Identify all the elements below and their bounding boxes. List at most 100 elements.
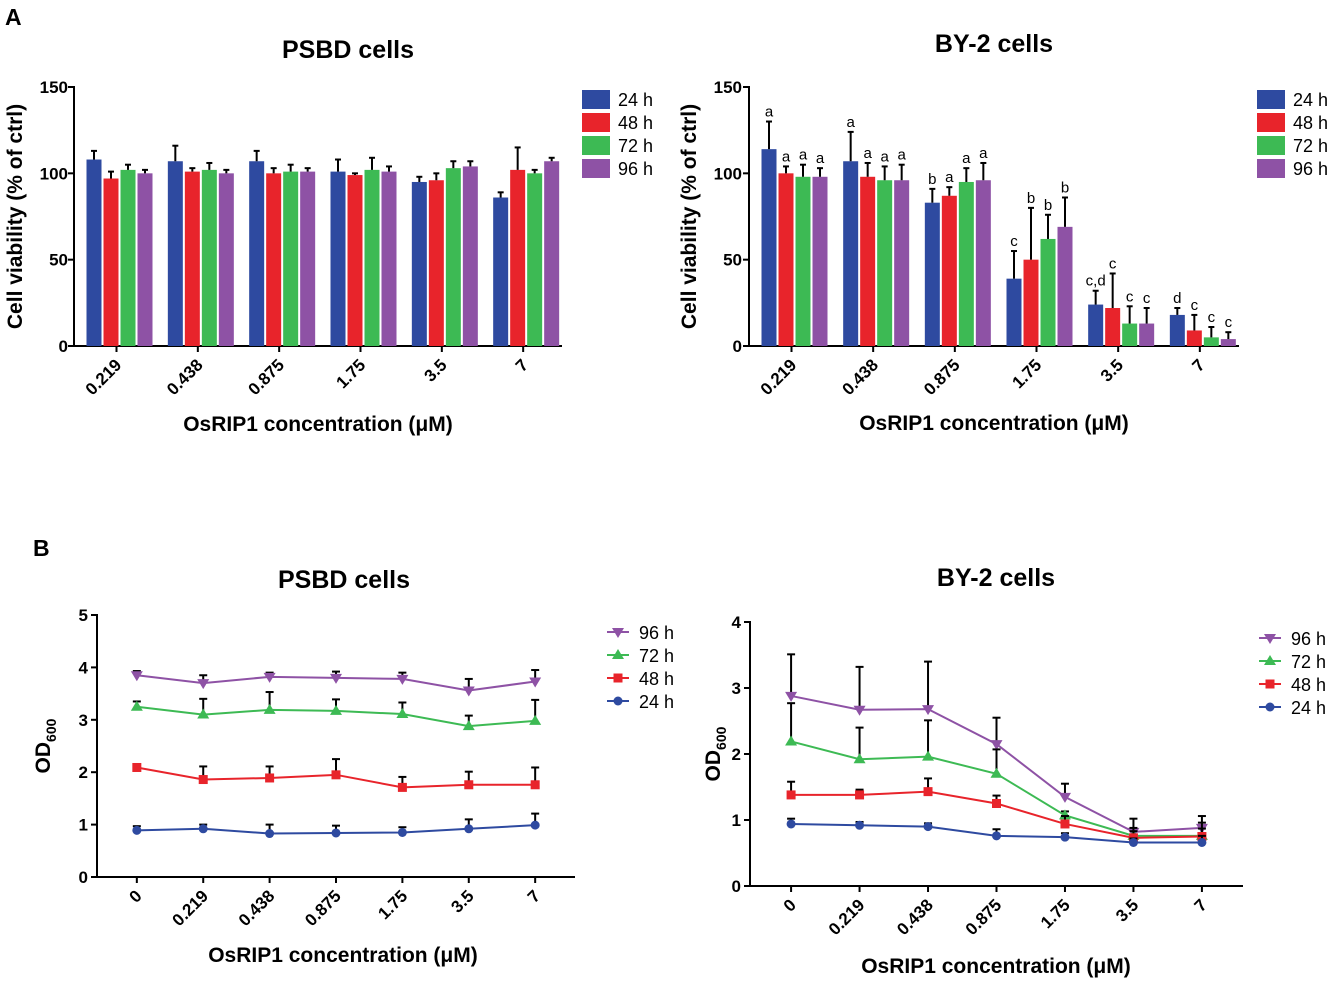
a1-bar-24-h-0-438 xyxy=(167,161,183,346)
a2-bar-96-h-1-75-significance-label: b xyxy=(1061,180,1069,197)
chart-by2-growth: BY-2 cells OD600 OsRIP1 concentration (μM)… xyxy=(702,564,1326,978)
a2-ytick-label: 100 xyxy=(714,164,742,183)
a2-ylabel: Cell viability (% of ctrl) xyxy=(678,104,701,329)
a2-legend-label-24-h: 24 h xyxy=(1293,90,1328,110)
a2-bar-96-h-0-438-significance-label: a xyxy=(897,147,906,164)
a1-xlabel: OsRIP1 concentration (μM) xyxy=(183,413,453,436)
a1-bar-24-h-1-75 xyxy=(330,171,346,346)
a2-xtick-label-7: 7 xyxy=(1189,355,1209,375)
b2-series-72-h-point-0-875 xyxy=(990,767,1003,778)
panel-label-a: A xyxy=(5,4,22,30)
b2-series-24-h-point-1-75 xyxy=(1060,832,1070,842)
a1-bar-96-h-0-438 xyxy=(218,173,234,346)
b1-ytick-label: 4 xyxy=(79,658,89,677)
a1-xtick-label-0-219: 0.219 xyxy=(82,355,126,399)
b2-xtick-label-0: 0 xyxy=(780,895,800,915)
a1-bar-24-h-0-219 xyxy=(86,159,102,346)
b2-series-96-h-point-0-438 xyxy=(922,705,935,716)
a1-bar-96-h-1-75 xyxy=(381,171,397,346)
b1-series-96-h-point-7 xyxy=(529,677,542,688)
a2-xtick-label-0-219: 0.219 xyxy=(757,355,801,399)
b2-ytick-label: 4 xyxy=(732,613,742,632)
b1-legend-label-48-h: 48 h xyxy=(639,669,674,689)
a2-bar-72-h-0-219-significance-label: a xyxy=(799,147,808,164)
a2-bar-24-h-7 xyxy=(1169,314,1185,346)
b2-series-96-h-point-0-875 xyxy=(990,740,1003,751)
b1-series-72-h-point-0 xyxy=(130,700,143,711)
a1-xtick-label-0-438: 0.438 xyxy=(163,355,207,399)
a2-bar-24-h-0-875-significance-label: b xyxy=(928,171,936,188)
panel-label-b: B xyxy=(33,535,50,561)
b2-series-48-h-point-0 xyxy=(786,790,796,800)
a2-bar-48-h-0-219-significance-label: a xyxy=(782,148,791,165)
b1-xlabel: OsRIP1 concentration (μM) xyxy=(208,944,478,967)
a2-bar-72-h-3-5-significance-label: c xyxy=(1126,288,1134,305)
a2-bar-24-h-1-75-significance-label: c xyxy=(1010,233,1018,250)
a2-legend-swatch-96-h xyxy=(1257,159,1285,178)
a2-bar-96-h-0-875-significance-label: a xyxy=(979,145,988,162)
b2-ylabel: OD600 xyxy=(702,726,729,781)
a2-bar-48-h-0-219 xyxy=(778,173,794,346)
a1-xtick-label-0-875: 0.875 xyxy=(244,355,288,399)
b1-series-48-h-point-0-219 xyxy=(198,775,208,785)
b2-series-48-h-point-1-75 xyxy=(1060,819,1070,829)
a2-legend-label-48-h: 48 h xyxy=(1293,113,1328,133)
a2-bar-96-h-0-219 xyxy=(812,176,828,346)
b2-series-48-h-point-0-875 xyxy=(992,799,1001,808)
b1-xtick-label-0-219: 0.219 xyxy=(169,886,213,930)
b2-xtick-label-0-219: 0.219 xyxy=(825,895,869,939)
a1-bar-72-h-1-75 xyxy=(364,169,380,346)
a2-bar-24-h-0-219-significance-label: a xyxy=(765,104,774,121)
a1-bar-72-h-0-875 xyxy=(283,171,299,346)
a2-bar-24-h-3-5 xyxy=(1088,304,1104,346)
chart-psbd-viability: PSBD cells Cell viability (% of ctrl) OsRI… xyxy=(4,36,653,436)
b1-series-72-h-point-3-5 xyxy=(462,720,475,731)
a2-bar-96-h-0-438 xyxy=(894,180,910,346)
a1-xtick-label-3-5: 3.5 xyxy=(421,355,451,385)
b2-series-24-h-point-0-438 xyxy=(923,822,933,832)
a2-bar-72-h-0-438 xyxy=(877,180,893,346)
a1-title: PSBD cells xyxy=(282,36,414,64)
a1-bar-48-h-0-219 xyxy=(103,178,119,346)
a2-bar-72-h-0-438-significance-label: a xyxy=(880,148,889,165)
b1-xtick-label-1-75: 1.75 xyxy=(374,886,411,923)
a2-bar-72-h-1-75 xyxy=(1040,238,1056,346)
a2-bar-24-h-0-438-significance-label: a xyxy=(846,114,855,131)
a1-legend-swatch-96-h xyxy=(582,159,610,178)
b1-ytick-label: 5 xyxy=(79,606,88,625)
a1-ytick-label: 100 xyxy=(40,164,68,183)
b1-ylabel-subscript: 600 xyxy=(43,718,59,742)
a2-bar-48-h-0-875-significance-label: a xyxy=(945,169,954,186)
a2-legend-swatch-72-h xyxy=(1257,136,1285,155)
a2-bar-96-h-0-875 xyxy=(975,180,991,346)
b2-xtick-label-7: 7 xyxy=(1191,895,1211,915)
b1-series-72-h-point-0-219 xyxy=(197,708,210,719)
a1-ytick-label: 0 xyxy=(59,337,68,356)
b1-series-48-h-point-1-75 xyxy=(397,782,407,792)
a2-bar-48-h-1-75-significance-label: b xyxy=(1027,190,1035,207)
b2-legend-marker-48-h xyxy=(1265,679,1275,689)
a1-bar-72-h-0-219 xyxy=(120,169,136,346)
b2-series-24-h-point-0-219 xyxy=(855,820,865,830)
b1-xtick-label-0-438: 0.438 xyxy=(235,886,279,930)
b1-series-96-h-point-0-875 xyxy=(330,673,342,684)
b2-series-72-h-point-0-438 xyxy=(922,750,935,761)
b2-ytick-label: 3 xyxy=(732,679,741,698)
a1-legend-label-24-h: 24 h xyxy=(618,90,653,110)
a1-legend-label-72-h: 72 h xyxy=(618,136,653,156)
chart-by2-viability: BY-2 cells Cell viability (% of ctrl) OsRI… xyxy=(678,30,1328,435)
a1-bar-96-h-0-219 xyxy=(137,173,153,346)
b1-legend-label-24-h: 24 h xyxy=(639,692,674,712)
a2-xtick-label-1-75: 1.75 xyxy=(1008,355,1045,392)
b1-series-96-h-point-0-219 xyxy=(197,679,210,690)
b2-series-24-h-point-7 xyxy=(1197,837,1207,847)
b1-series-96-h-point-0 xyxy=(130,671,143,682)
a2-legend-swatch-48-h xyxy=(1257,113,1285,132)
b1-legend-marker-24-h xyxy=(613,696,623,706)
b1-legend-marker-96-h xyxy=(612,628,624,638)
b2-xtick-label-3-5: 3.5 xyxy=(1112,895,1142,925)
b2-legend-label-72-h: 72 h xyxy=(1291,652,1326,672)
b1-series-24-h-point-0-875 xyxy=(331,828,341,838)
b1-series-72-h-point-7 xyxy=(529,714,542,725)
b1-xtick-label-7: 7 xyxy=(524,886,544,906)
